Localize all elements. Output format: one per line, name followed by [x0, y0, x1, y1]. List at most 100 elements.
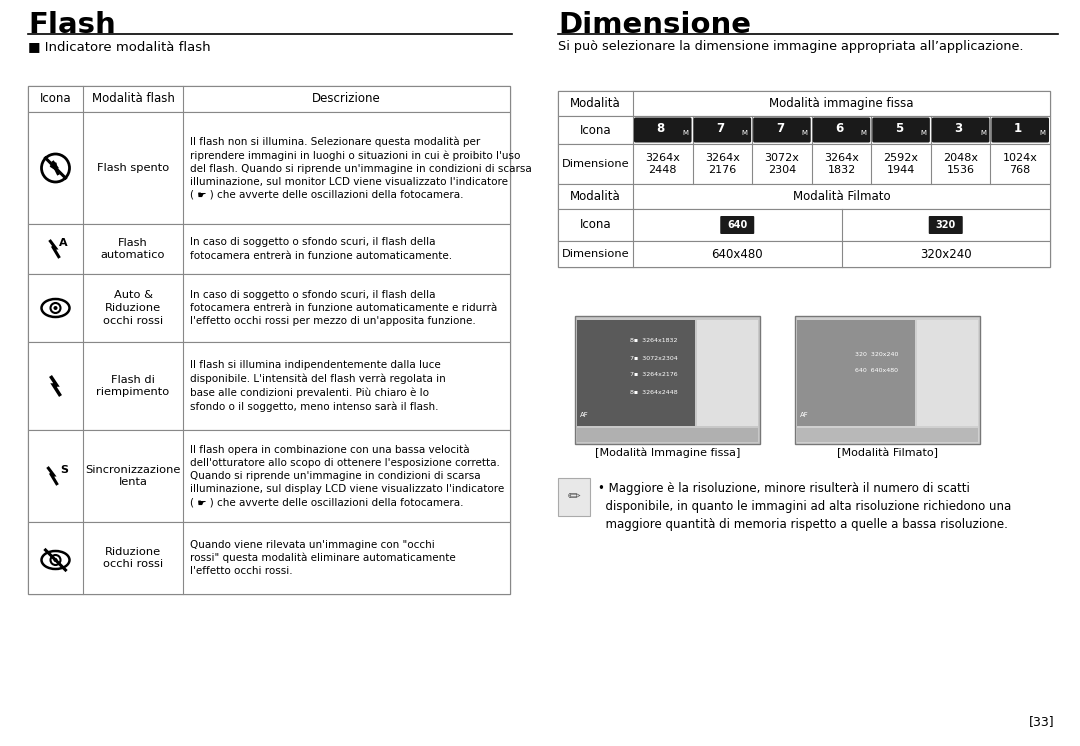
Text: M: M [742, 130, 747, 136]
Text: 3264x
2448: 3264x 2448 [646, 153, 680, 175]
FancyBboxPatch shape [634, 118, 691, 142]
FancyBboxPatch shape [873, 118, 930, 142]
Bar [28, 86, 510, 594]
Bar [558, 91, 1050, 116]
Text: In caso di soggetto o sfondo scuri, il flash della
fotocamera entrerà in funzion: In caso di soggetto o sfondo scuri, il f… [190, 237, 453, 260]
Bar [795, 316, 980, 444]
Text: Modalità: Modalità [570, 97, 621, 110]
FancyBboxPatch shape [929, 216, 962, 234]
Bar [558, 209, 1050, 241]
Bar [577, 428, 758, 442]
Text: Dimensione: Dimensione [562, 159, 630, 169]
Text: [Modalità Filmato]: [Modalità Filmato] [837, 448, 939, 458]
Text: Dimensione: Dimensione [558, 11, 751, 39]
Text: 320: 320 [935, 220, 956, 230]
Text: Auto &
Riduzione
occhi rossi: Auto & Riduzione occhi rossi [103, 290, 163, 326]
FancyBboxPatch shape [991, 118, 1049, 142]
Text: 3264x
1832: 3264x 1832 [824, 153, 859, 175]
Text: 320  320x240: 320 320x240 [855, 351, 899, 357]
Bar [558, 478, 590, 516]
Text: [Modalità Immagine fissa]: [Modalità Immagine fissa] [595, 448, 740, 459]
Text: 3264x
2176: 3264x 2176 [705, 153, 740, 175]
Text: 8: 8 [657, 122, 665, 136]
Text: Modalità flash: Modalità flash [92, 93, 175, 105]
Bar [558, 116, 1050, 144]
FancyBboxPatch shape [813, 118, 870, 142]
Bar [577, 320, 696, 426]
Text: 2048x
1536: 2048x 1536 [943, 153, 978, 175]
Text: Descrizione: Descrizione [312, 93, 381, 105]
Text: M: M [683, 130, 688, 136]
Text: [33]: [33] [1029, 715, 1055, 728]
Text: 8▪  3264x1832: 8▪ 3264x1832 [630, 339, 677, 343]
Bar [797, 320, 915, 426]
Bar [28, 274, 510, 342]
Text: Modalità immagine fissa: Modalità immagine fissa [769, 97, 914, 110]
Text: Il flash non si illumina. Selezionare questa modalità per
riprendere immagini in: Il flash non si illumina. Selezionare qu… [190, 137, 531, 200]
Bar [28, 342, 510, 430]
Text: M: M [861, 130, 867, 136]
Text: 640  640x480: 640 640x480 [855, 369, 897, 374]
Bar [558, 91, 1050, 267]
Text: Riduzione
occhi rossi: Riduzione occhi rossi [103, 547, 163, 569]
Text: 7▪  3264x2176: 7▪ 3264x2176 [630, 372, 677, 377]
Text: • Maggiore è la risoluzione, minore risulterà il numero di scatti
  disponibile,: • Maggiore è la risoluzione, minore risu… [598, 482, 1011, 531]
FancyBboxPatch shape [693, 118, 752, 142]
FancyBboxPatch shape [753, 118, 811, 142]
Bar [28, 224, 510, 274]
Text: Flash: Flash [28, 11, 116, 39]
Text: 7: 7 [775, 122, 784, 136]
Text: 3072x
2304: 3072x 2304 [765, 153, 799, 175]
Text: AF: AF [800, 412, 809, 418]
FancyBboxPatch shape [932, 118, 989, 142]
Text: S: S [60, 465, 68, 475]
Text: Icona: Icona [580, 124, 611, 137]
Bar [797, 428, 978, 442]
Text: 640: 640 [727, 220, 747, 230]
Bar [558, 144, 1050, 184]
Bar [558, 184, 1050, 209]
Text: ■ Indicatore modalità flash: ■ Indicatore modalità flash [28, 40, 211, 53]
Text: 640x480: 640x480 [712, 248, 764, 260]
Text: Flash spento: Flash spento [97, 163, 170, 173]
Text: 7: 7 [716, 122, 725, 136]
Text: Il flash opera in combinazione con una bassa velocità
dell'otturatore allo scopo: Il flash opera in combinazione con una b… [190, 445, 504, 507]
Text: Il flash si illumina indipendentemente dalla luce
disponibile. L'intensità del f: Il flash si illumina indipendentemente d… [190, 360, 446, 412]
Bar [575, 316, 760, 444]
Text: 320x240: 320x240 [920, 248, 972, 260]
Bar [917, 320, 978, 426]
Text: Quando viene rilevata un'immagine con "occhi
rossi" questa modalità eliminare au: Quando viene rilevata un'immagine con "o… [190, 539, 456, 577]
Bar [697, 320, 758, 426]
Text: Modalità Filmato: Modalità Filmato [793, 190, 890, 203]
Text: Flash
automatico: Flash automatico [100, 237, 165, 260]
Text: 8▪  3264x2448: 8▪ 3264x2448 [630, 389, 677, 395]
Text: 3: 3 [955, 122, 962, 136]
Text: Icona: Icona [580, 219, 611, 231]
Text: In caso di soggetto o sfondo scuri, il flash della
fotocamera entrerà in funzion: In caso di soggetto o sfondo scuri, il f… [190, 290, 497, 326]
Bar [28, 430, 510, 522]
Bar [28, 112, 510, 224]
Text: Sincronizzazione
lenta: Sincronizzazione lenta [85, 465, 180, 487]
Text: M: M [980, 130, 986, 136]
Circle shape [54, 306, 57, 310]
Text: Dimensione: Dimensione [562, 249, 630, 259]
Text: 7▪  3072x2304: 7▪ 3072x2304 [630, 356, 678, 360]
Bar [28, 86, 510, 112]
Text: 1: 1 [1014, 122, 1023, 136]
Text: Icona: Icona [40, 93, 71, 105]
Text: 1024x
768: 1024x 768 [1002, 153, 1038, 175]
Bar [28, 522, 510, 594]
Text: Modalità: Modalità [570, 190, 621, 203]
Text: M: M [801, 130, 807, 136]
Text: AF: AF [580, 412, 589, 418]
Circle shape [54, 558, 57, 562]
Text: M: M [1039, 130, 1045, 136]
Text: ✏: ✏ [568, 489, 580, 504]
Text: Si può selezionare la dimensione immagine appropriata all’applicazione.: Si può selezionare la dimensione immagin… [558, 40, 1024, 53]
Text: 5: 5 [895, 122, 903, 136]
Bar [558, 241, 1050, 267]
Text: 6: 6 [835, 122, 843, 136]
Text: 2592x
1944: 2592x 1944 [883, 153, 919, 175]
Text: M: M [920, 130, 927, 136]
Text: Flash di
riempimento: Flash di riempimento [96, 374, 170, 398]
